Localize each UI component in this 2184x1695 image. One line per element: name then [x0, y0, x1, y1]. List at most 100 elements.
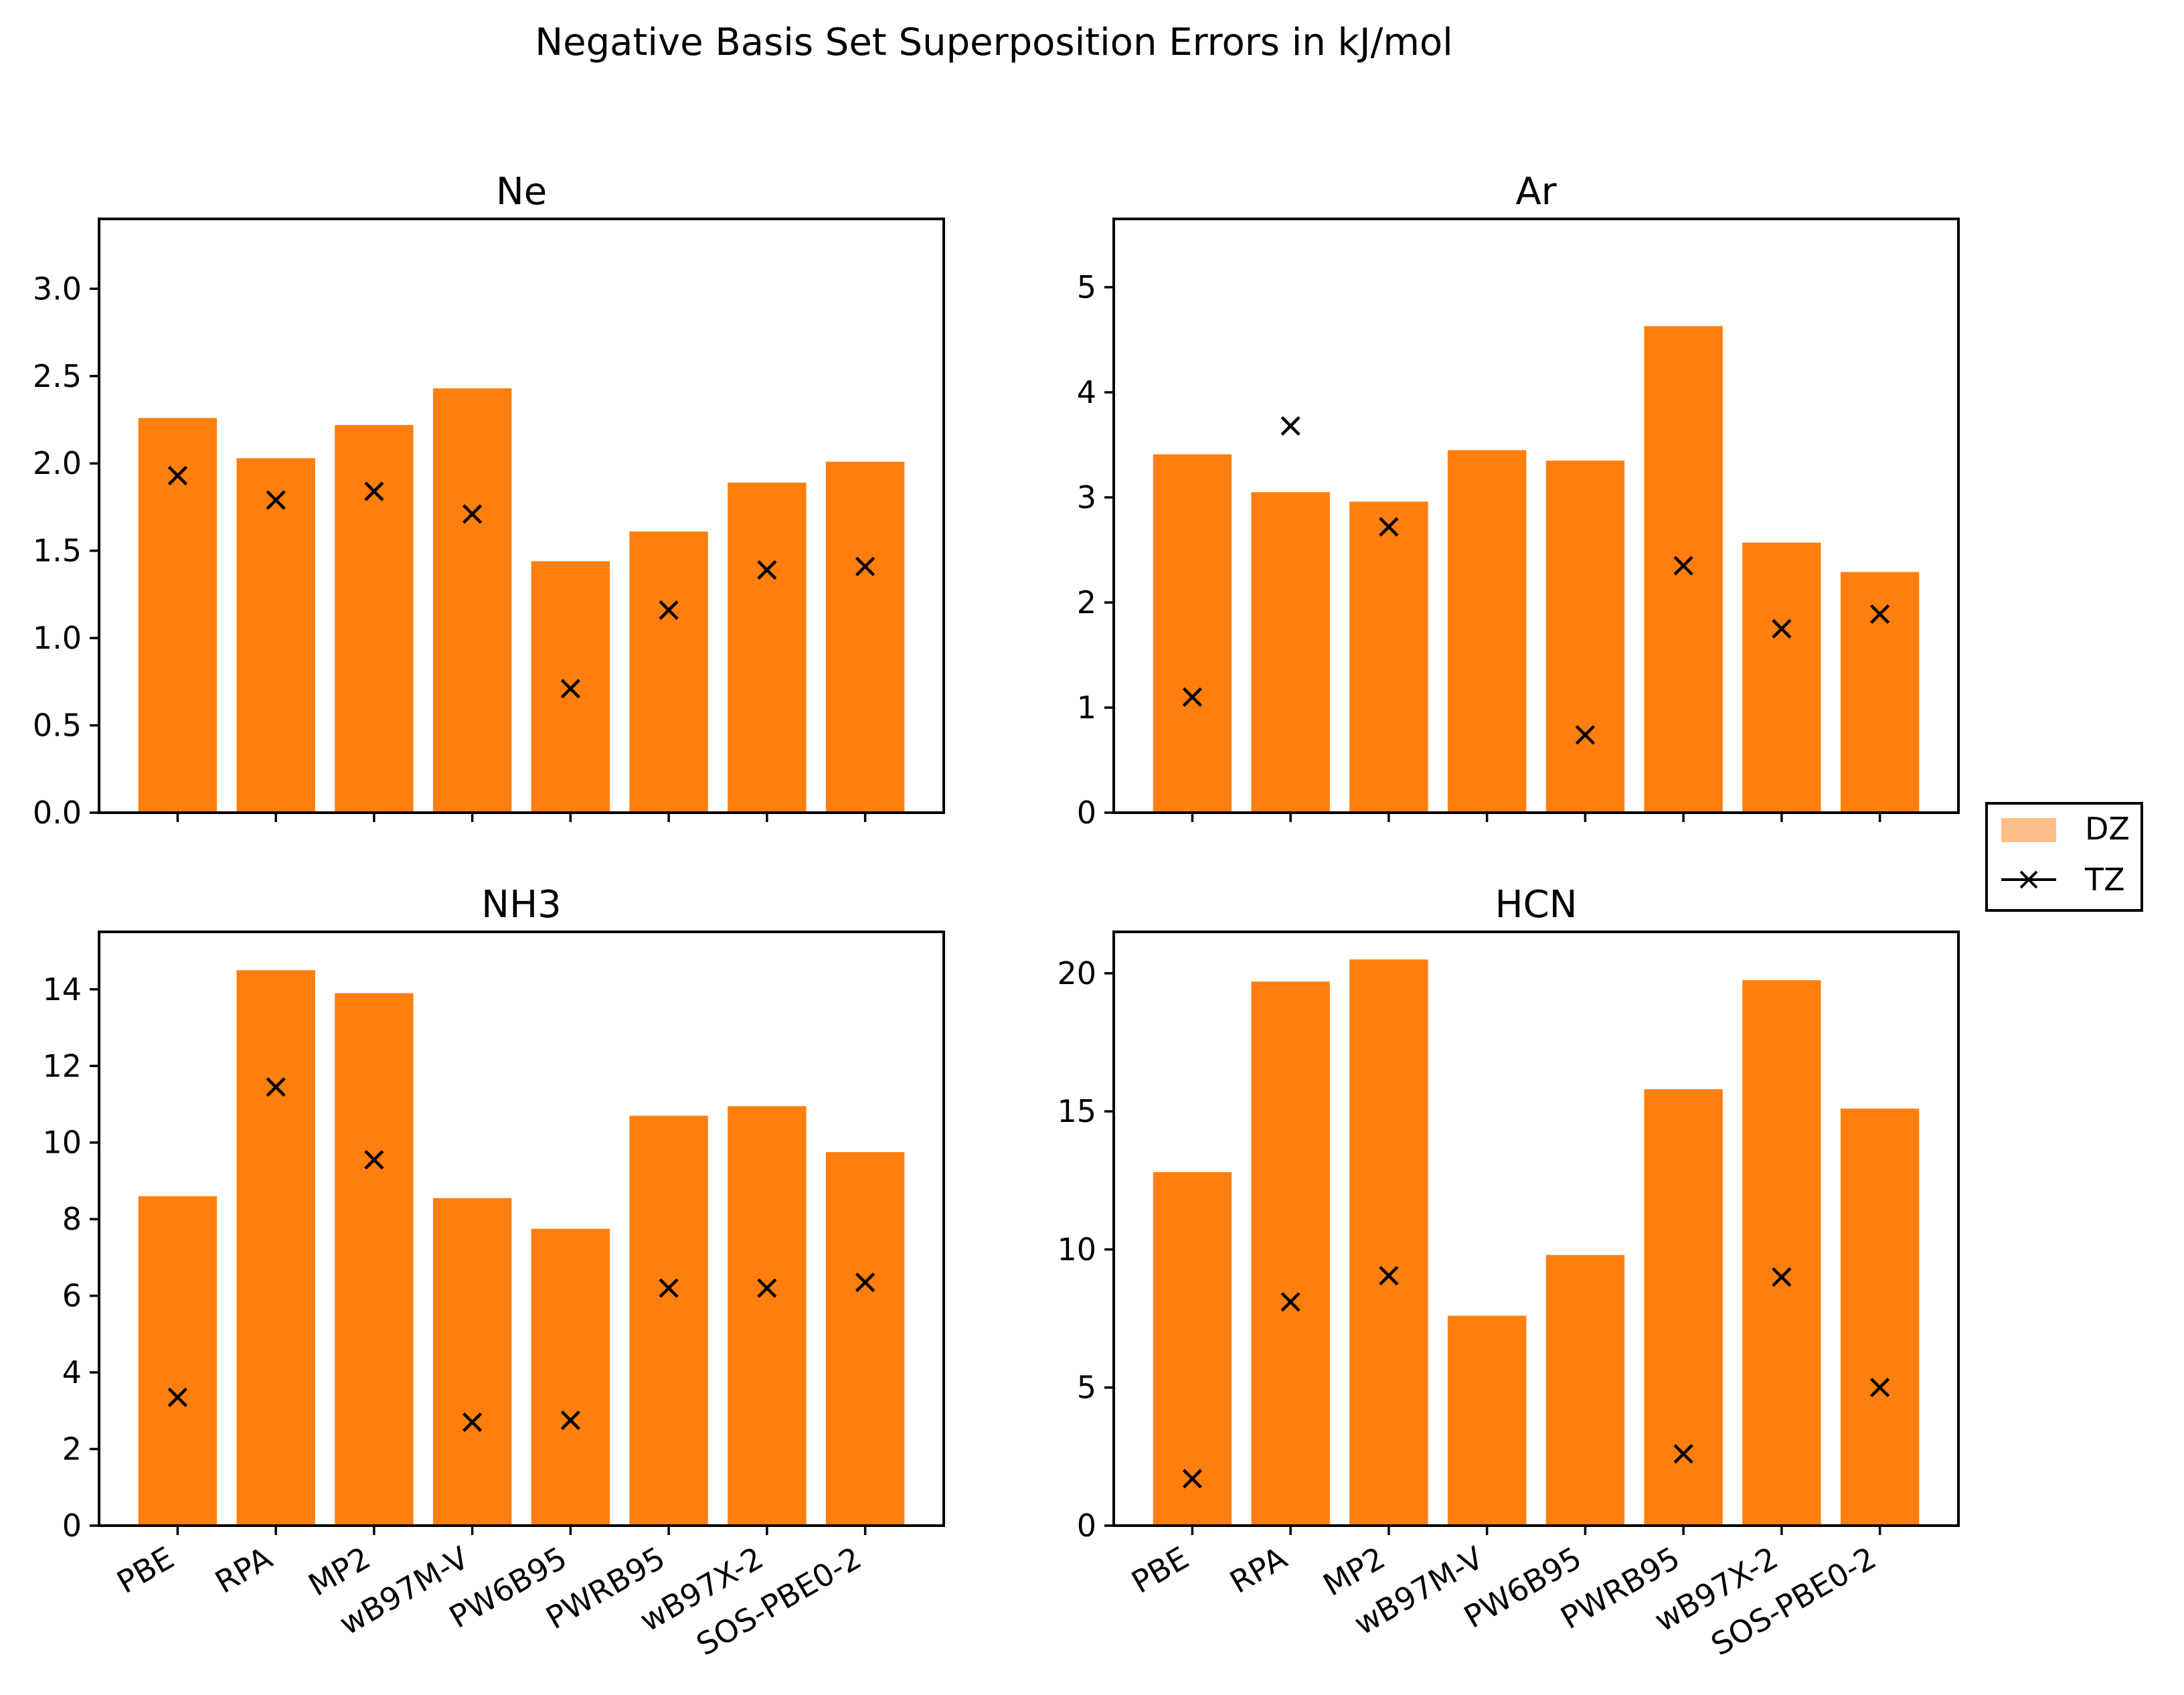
bar-dz-nh3-rpa — [236, 970, 315, 1526]
marker-stroke — [1379, 1266, 1399, 1286]
bar-dz-ne-rpa — [236, 458, 315, 813]
bar-dz-nh3-mp2 — [335, 993, 414, 1526]
marker-stroke — [1280, 1292, 1300, 1312]
legend-tz-marker — [2019, 870, 2038, 889]
legend: DZ TZ — [1985, 802, 2143, 912]
bar-dz-hcn-pbe — [1153, 1172, 1232, 1526]
y-tick-label: 5 — [1077, 1370, 1096, 1406]
y-tick-label: 4 — [1077, 374, 1096, 410]
marker-tz-hcn-pwrb95 — [1673, 1444, 1693, 1464]
marker-stroke — [1772, 1267, 1792, 1287]
marker-tz-hcn-sos-pbe0-2 — [1870, 1378, 1890, 1398]
marker-tz-nh3-mp2 — [364, 1149, 384, 1170]
marker-tz-ar-wb97x-2 — [1772, 619, 1792, 639]
y-tick-label: 14 — [42, 971, 82, 1007]
marker-tz-hcn-pbe — [1182, 1469, 1202, 1489]
y-tick-label: 1.0 — [33, 620, 82, 656]
bar-dz-ar-pw6b95 — [1545, 461, 1625, 813]
marker-tz-nh3-wb97m-v — [463, 1412, 483, 1433]
marker-stroke — [1772, 619, 1792, 639]
bar-dz-ar-wb97m-v — [1447, 450, 1527, 813]
marker-stroke — [1379, 517, 1399, 537]
marker-stroke — [266, 1077, 286, 1097]
bar-dz-hcn-wb97x-2 — [1742, 980, 1821, 1526]
panel-title-nh3: NH3 — [481, 883, 562, 926]
marker-tz-ar-pw6b95 — [1575, 725, 1595, 745]
marker-tz-nh3-pbe — [167, 1387, 187, 1407]
bar-dz-ar-sos-pbe0-2 — [1840, 572, 1920, 813]
bar-dz-hcn-wb97m-v — [1447, 1315, 1527, 1526]
y-tick-label: 1 — [1077, 690, 1096, 726]
bar-dz-ar-pbe — [1153, 454, 1232, 813]
panel-ar: 0 1 2 3 4 5 Ar — [1077, 170, 1960, 831]
marker-tz-ar-sos-pbe0-2 — [1870, 604, 1890, 624]
marker-tz-nh3-wb97x-2 — [757, 1278, 777, 1298]
marker-stroke — [757, 1278, 777, 1298]
panel-title-ar: Ar — [1515, 170, 1557, 214]
y-tick-label: 1.5 — [33, 533, 82, 569]
bar-dz-ar-pwrb95 — [1644, 326, 1723, 813]
marker-stroke — [757, 560, 777, 580]
marker-tz-hcn-wb97x-2 — [1772, 1267, 1792, 1287]
bar-dz-hcn-sos-pbe0-2 — [1840, 1109, 1920, 1526]
bar-dz-ar-wb97x-2 — [1742, 542, 1821, 813]
bar-dz-ar-rpa — [1251, 492, 1330, 813]
marker-stroke — [1575, 725, 1595, 745]
marker-stroke — [1673, 556, 1693, 576]
bar-dz-nh3-wb97x-2 — [728, 1106, 807, 1526]
y-tick-label: 0.5 — [33, 708, 82, 744]
marker-stroke — [1182, 1469, 1202, 1489]
bar-dz-ne-pbe — [138, 418, 218, 813]
marker-stroke — [1870, 604, 1890, 624]
figure-title: Negative Basis Set Superposition Errors … — [535, 21, 1453, 64]
y-tick-label: 0 — [1077, 795, 1096, 831]
marker-tz-ne-mp2 — [364, 481, 384, 501]
y-tick-label: 0 — [62, 1508, 82, 1544]
y-tick-label: 3.0 — [33, 270, 82, 307]
y-tick-label: 15 — [1057, 1093, 1096, 1129]
bar-dz-ar-mp2 — [1349, 501, 1428, 813]
marker-tz-ne-wb97x-2 — [757, 560, 777, 580]
bar-dz-hcn-rpa — [1251, 981, 1330, 1526]
marker-tz-ar-rpa — [1280, 416, 1300, 436]
y-tick-label: 2 — [1077, 584, 1096, 621]
panel-ne: 0.0 0.5 1.0 1.5 2.0 2.5 3.0 Ne — [33, 170, 945, 831]
marker-stroke — [266, 490, 286, 510]
panel-title-ne: Ne — [496, 170, 547, 214]
bar-dz-hcn-mp2 — [1349, 959, 1428, 1526]
y-tick-label: 3 — [1077, 479, 1096, 515]
marker-stroke — [659, 600, 679, 620]
legend-dz-label: DZ — [2085, 811, 2130, 847]
y-tick-label: 2.0 — [33, 445, 82, 481]
marker-stroke — [560, 1410, 580, 1431]
marker-stroke — [463, 1412, 483, 1433]
axes-frame-ar — [1112, 218, 1960, 814]
marker-tz-ne-pwrb95 — [659, 600, 679, 620]
y-tick-label: 12 — [42, 1048, 82, 1084]
marker-stroke — [855, 1273, 875, 1293]
bar-dz-nh3-wb97m-v — [432, 1198, 512, 1526]
axes-frame-ne — [98, 218, 945, 814]
marker-stroke — [855, 556, 875, 576]
marker-tz-hcn-mp2 — [1379, 1266, 1399, 1286]
marker-tz-ne-pw6b95 — [560, 679, 580, 699]
marker-stroke — [1673, 1444, 1693, 1464]
marker-stroke — [659, 1278, 679, 1298]
marker-tz-ar-pwrb95 — [1673, 556, 1693, 576]
bar-dz-ne-wb97m-v — [432, 388, 512, 813]
y-tick-label: 6 — [62, 1278, 82, 1314]
marker-tz-ar-mp2 — [1379, 517, 1399, 537]
marker-tz-ne-rpa — [266, 490, 286, 510]
bar-dz-ne-sos-pbe0-2 — [825, 461, 905, 813]
legend-dz-swatch — [2001, 818, 2056, 842]
axes-frame-nh3 — [98, 931, 945, 1527]
marker-tz-hcn-rpa — [1280, 1292, 1300, 1312]
y-tick-label: 2.5 — [33, 358, 82, 394]
axes-frame-hcn — [1112, 931, 1960, 1527]
marker-stroke — [1182, 687, 1202, 707]
marker-tz-nh3-pw6b95 — [560, 1410, 580, 1431]
panel-title-hcn: HCN — [1495, 883, 1577, 926]
marker-tz-nh3-rpa — [266, 1077, 286, 1097]
bar-dz-nh3-pw6b95 — [531, 1228, 610, 1526]
